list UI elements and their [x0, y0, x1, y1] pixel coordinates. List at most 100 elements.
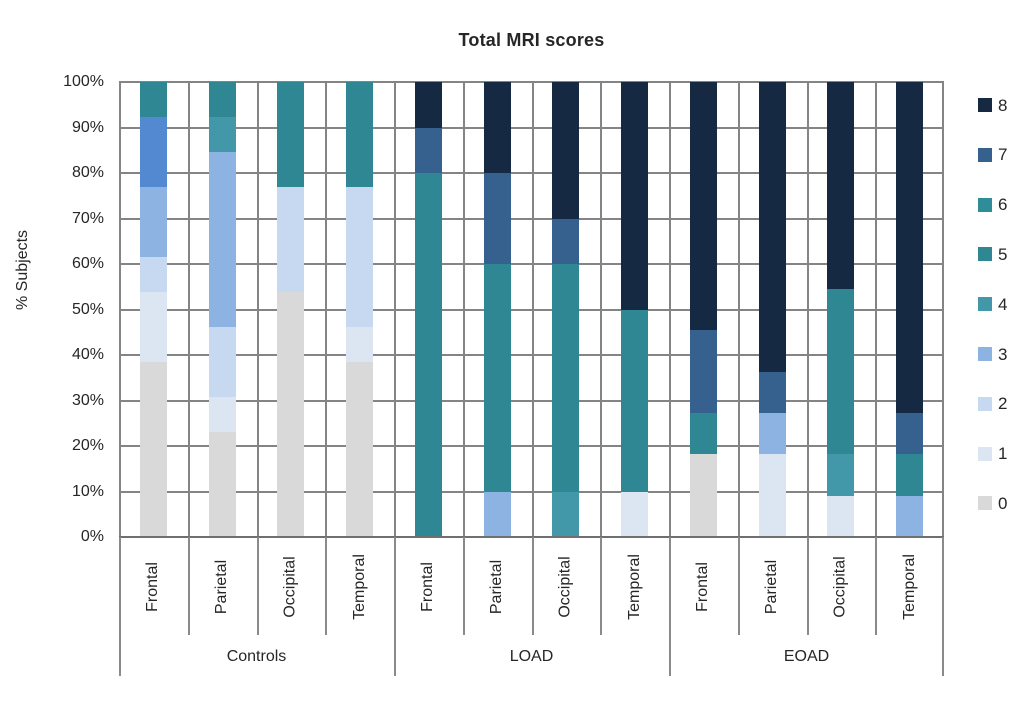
legend-label: 4 [998, 294, 1008, 314]
bar-segment-score-1 [139, 292, 167, 363]
category-separator [806, 537, 809, 635]
bar-segment-score-3 [758, 412, 786, 455]
y-tick-label: 100% [63, 73, 104, 90]
bar-segment-score-7 [414, 127, 442, 173]
category-cell: Temporal [875, 537, 944, 637]
legend-item-1: 1 [978, 445, 1007, 463]
bar-segment-score-1 [208, 397, 236, 432]
bar-segment-score-0 [689, 454, 717, 537]
y-tick-label: 70% [71, 209, 104, 227]
bar-segment-score-8 [827, 82, 855, 289]
group-cell-load: LOAD [394, 637, 669, 677]
category-gridline [325, 82, 328, 537]
legend-item-5: 5 [978, 245, 1007, 263]
y-tick-label: 40% [71, 346, 104, 363]
category-gridline [942, 82, 944, 537]
legend-item-4: 4 [978, 295, 1007, 313]
legend-swatch-4 [978, 297, 992, 312]
category-cell: Frontal [394, 537, 463, 637]
category-cell: Occipital [532, 537, 601, 637]
bar-segment-score-5 [208, 82, 236, 118]
group-separator [942, 537, 944, 676]
bar-segment-score-2 [139, 257, 167, 293]
bar-segment-score-8 [689, 82, 717, 331]
legend-item-7: 7 [978, 146, 1007, 164]
category-label-temporal: Temporal [900, 554, 918, 620]
y-tick-label: 90% [71, 118, 104, 136]
y-tick-label: 0% [80, 528, 104, 545]
bar-eoad-occipital [827, 82, 855, 537]
bar-segment-score-1 [346, 327, 374, 363]
legend-item-2: 2 [978, 395, 1007, 413]
bar-segment-score-3 [139, 187, 167, 258]
category-separator [256, 537, 259, 635]
bar-segment-score-5 [689, 412, 717, 455]
category-gridline [875, 82, 878, 537]
category-cell: Temporal [325, 537, 394, 637]
legend-label: 7 [998, 145, 1008, 165]
legend-swatch-7 [978, 147, 992, 162]
bar-segment-score-3 [483, 491, 511, 537]
bar-controls-parietal [208, 82, 236, 537]
category-gridline [256, 82, 259, 537]
group-cell-controls: Controls [119, 637, 394, 677]
bar-segment-score-1 [758, 454, 786, 537]
bar-segment-score-4 [827, 454, 855, 496]
plot-area [119, 81, 944, 538]
category-label-parietal: Parietal [488, 559, 506, 615]
legend-label: 1 [998, 444, 1008, 464]
group-cell-eoad: EOAD [669, 637, 944, 677]
bar-segment-score-5 [552, 264, 580, 492]
bar-segment-score-4 [139, 117, 167, 188]
bar-load-frontal [414, 82, 442, 537]
bar-segment-score-2 [346, 187, 374, 328]
category-gridline [187, 82, 190, 537]
bar-segment-score-2 [277, 186, 305, 292]
bar-segment-score-0 [208, 432, 236, 537]
legend-swatch-6 [978, 197, 992, 212]
legend-swatch-2 [978, 396, 992, 411]
bar-eoad-temporal [896, 82, 924, 537]
bar-segment-score-5 [346, 82, 374, 188]
bar-load-temporal [621, 82, 649, 537]
category-cell: Frontal [669, 537, 738, 637]
bar-segment-score-7 [552, 218, 580, 264]
category-gridline [531, 82, 534, 537]
category-label-occipital: Occipital [556, 556, 574, 618]
bar-controls-occipital [277, 81, 305, 537]
category-label-temporal: Temporal [350, 554, 368, 620]
group-label-controls: Controls [226, 648, 287, 665]
category-cell: Parietal [188, 537, 257, 637]
bar-segment-score-3 [208, 152, 236, 328]
category-separator [462, 537, 465, 635]
bar-segment-score-5 [621, 309, 649, 492]
bar-segment-score-1 [621, 491, 649, 537]
bar-segment-score-1 [827, 495, 855, 537]
category-gridline [806, 82, 809, 537]
bar-segment-score-8 [758, 82, 786, 372]
bar-segment-score-8 [621, 82, 649, 310]
bar-segment-score-7 [896, 412, 924, 455]
legend-swatch-1 [978, 446, 992, 461]
legend-item-0: 0 [978, 494, 1007, 512]
bar-segment-score-3 [896, 495, 924, 537]
category-gridline [600, 82, 603, 537]
category-label-parietal: Parietal [763, 559, 781, 615]
bar-segment-score-2 [208, 327, 236, 398]
category-separator [875, 537, 878, 635]
y-tick-label: 30% [71, 391, 104, 409]
bar-segment-score-4 [208, 117, 236, 153]
bar-segment-score-7 [758, 371, 786, 413]
y-tick-label: 60% [71, 255, 104, 272]
bar-segment-score-8 [896, 82, 924, 413]
category-separator [600, 537, 603, 635]
bar-segment-score-0 [139, 362, 167, 537]
category-cell: Occipital [807, 537, 876, 637]
bar-segment-score-5 [139, 82, 167, 118]
category-label-frontal: Frontal [419, 562, 437, 612]
y-axis-line [119, 82, 121, 537]
legend-label: 2 [998, 394, 1008, 414]
bar-segment-score-8 [414, 82, 442, 128]
legend-label: 5 [998, 244, 1008, 264]
